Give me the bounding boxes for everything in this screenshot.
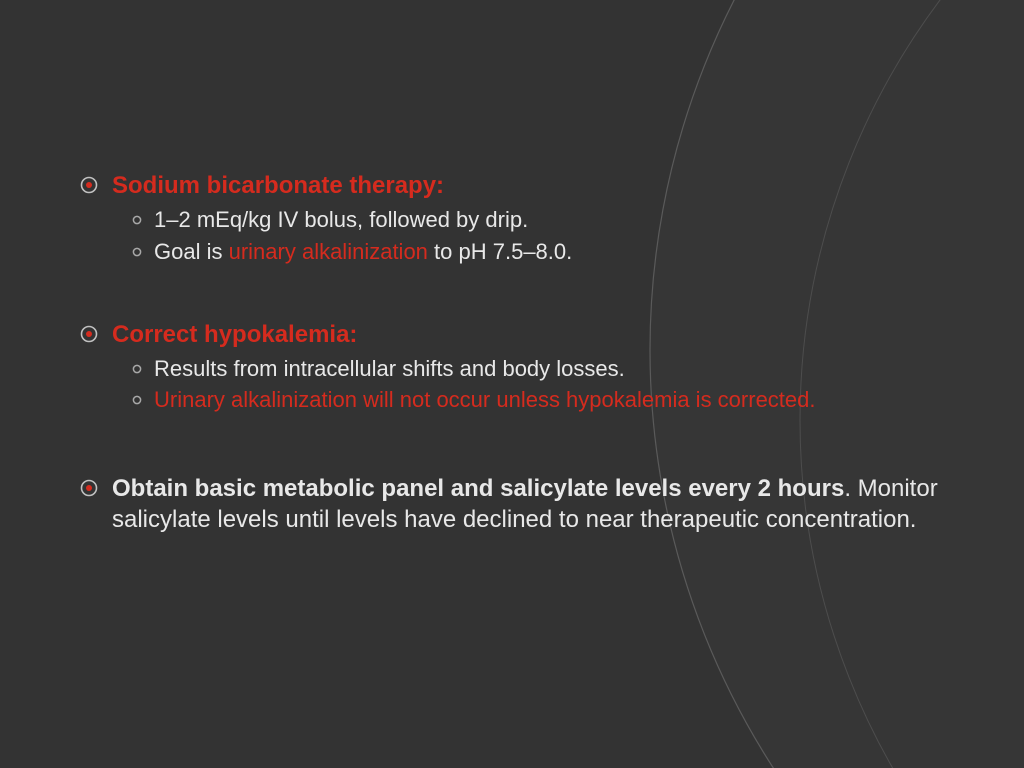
bullet-block-3: Obtain basic metabolic panel and salicyl…: [80, 473, 944, 535]
sub-text: Results from intracellular shifts and bo…: [154, 354, 625, 384]
content-area: Sodium bicarbonate therapy: 1–2 mEq/kg I…: [80, 170, 944, 570]
sub-bullet-item: Results from intracellular shifts and bo…: [132, 354, 944, 384]
heading-text: Sodium bicarbonate therapy:: [112, 172, 444, 199]
circle-bullet-icon: [132, 395, 142, 405]
circle-bullet-icon: [132, 364, 142, 374]
heading-text: Obtain basic metabolic panel and salicyl…: [112, 473, 944, 535]
sub-text: Goal is urinary alkalinization to pH 7.5…: [154, 237, 572, 267]
target-bullet-icon: [80, 479, 98, 497]
bullet-block-2: Correct hypokalemia: Results from intrac…: [80, 319, 944, 416]
sub-text: 1–2 mEq/kg IV bolus, followed by drip.: [154, 205, 528, 235]
sub-text: Urinary alkalinization will not occur un…: [154, 385, 816, 415]
circle-bullet-icon: [132, 247, 142, 257]
target-bullet-icon: [80, 325, 98, 343]
bullet-block-1: Sodium bicarbonate therapy: 1–2 mEq/kg I…: [80, 170, 944, 267]
slide: Sodium bicarbonate therapy: 1–2 mEq/kg I…: [0, 0, 1024, 768]
sub-bullet-item: Goal is urinary alkalinization to pH 7.5…: [132, 237, 944, 267]
target-bullet-icon: [80, 176, 98, 194]
heading-text: Correct hypokalemia:: [112, 321, 357, 348]
sub-bullet-item: 1–2 mEq/kg IV bolus, followed by drip.: [132, 205, 944, 235]
sub-bullet-item: Urinary alkalinization will not occur un…: [132, 385, 944, 415]
circle-bullet-icon: [132, 215, 142, 225]
